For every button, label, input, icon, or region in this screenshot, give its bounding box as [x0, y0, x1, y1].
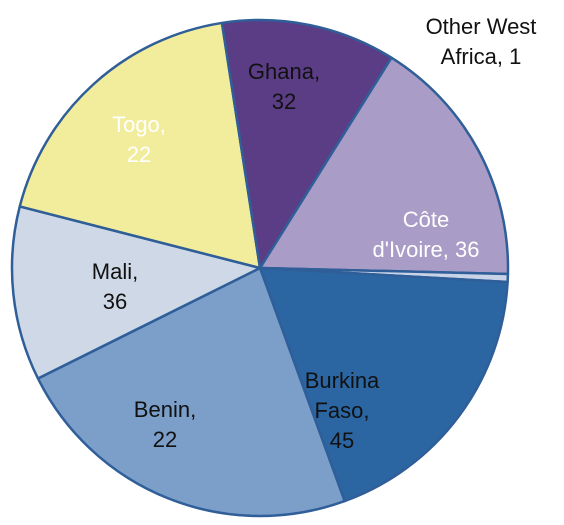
slice-label-line: Mali, [92, 259, 138, 284]
slice-label-line: Burkina [305, 368, 380, 393]
slice-label-line: 22 [153, 427, 177, 452]
slice-label-line: 45 [330, 428, 354, 453]
slice-mali [18, 21, 262, 270]
slice-label-line: Benin, [134, 397, 196, 422]
slice-togo [220, 18, 393, 270]
slice-label-line: 22 [127, 142, 151, 167]
slice-label-line: d'Ivoire, 36 [373, 237, 480, 262]
slice-label-line: 36 [103, 289, 127, 314]
slice-label-line: Other West [426, 14, 537, 39]
slice-c-te-d-ivoire [258, 266, 509, 503]
slice-label-line: Faso, [314, 398, 369, 423]
slice-label-line: 32 [272, 89, 296, 114]
slice-burkina-faso [36, 266, 346, 518]
pie-labels: Ghana, 32 Other West Africa, 1 Côte d'Ivoire,… [92, 14, 537, 453]
slice-label-mali: Mali, 36 [92, 259, 138, 314]
slice-label-benin: Benin, 22 [134, 397, 196, 452]
slice-label-line: Africa, 1 [441, 44, 522, 69]
slice-label-other-west-africa: Other West Africa, 1 [426, 14, 537, 69]
pie-slices [10, 18, 510, 518]
slice-label-line: Côte [403, 207, 449, 232]
slice-label-line: Togo, [112, 112, 166, 137]
slice-benin [10, 205, 262, 380]
slice-label-line: Ghana, [248, 59, 320, 84]
slice-ghana [258, 56, 510, 276]
slice-label-togo: Togo, 22 [112, 112, 166, 167]
slice-label-ghana: Ghana, 32 [248, 59, 320, 114]
slice-label-c-te-d-ivoire: Côte d'Ivoire, 36 [373, 207, 480, 262]
slice-label-burkina-faso: Burkina Faso, 45 [305, 368, 380, 453]
